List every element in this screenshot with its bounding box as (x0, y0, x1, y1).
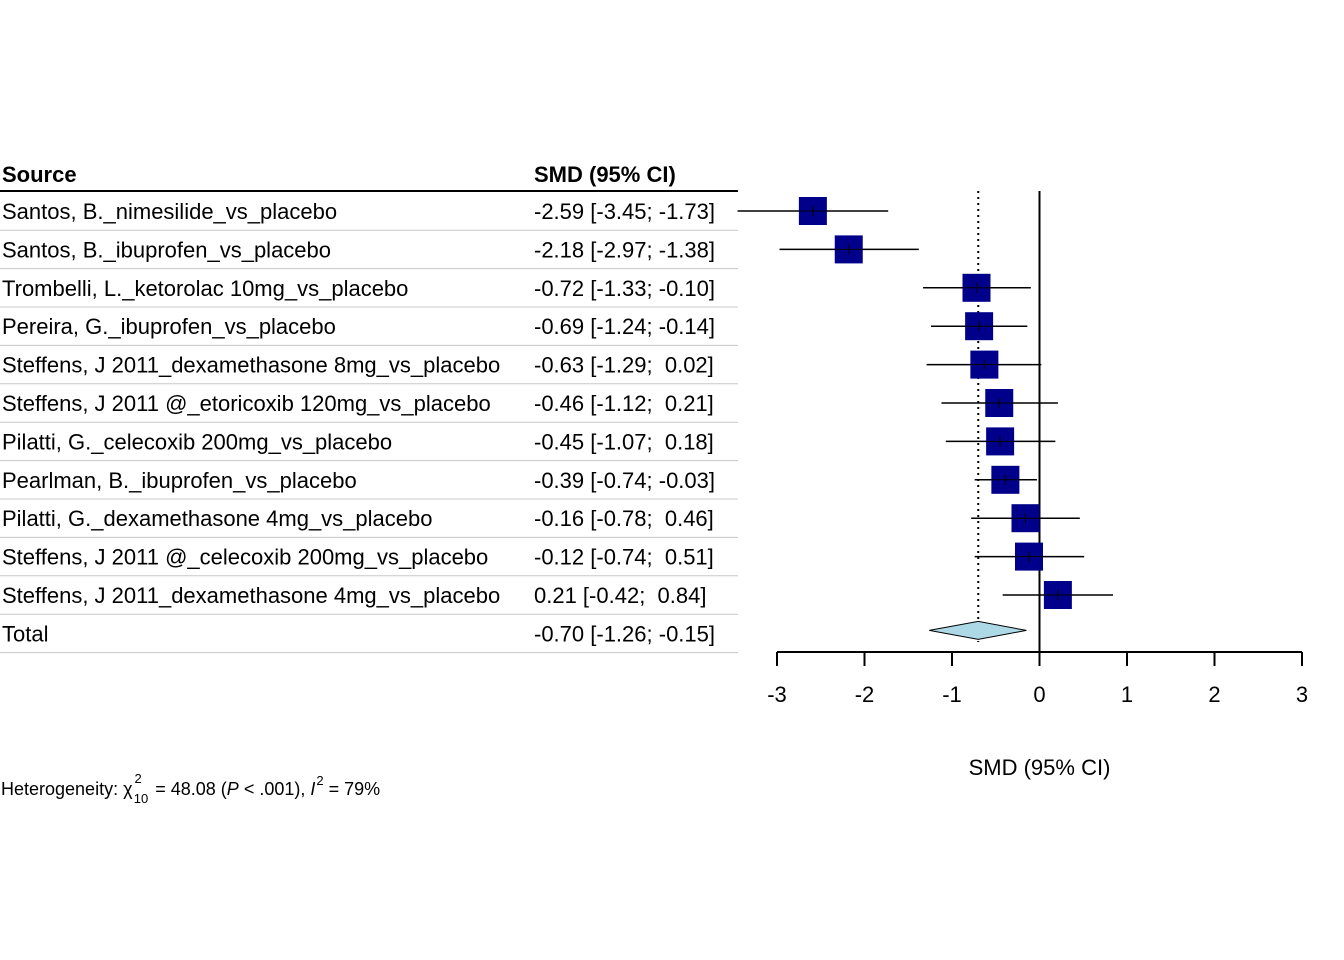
i-squared-value: = 79% (324, 779, 381, 799)
chi-symbol: χ (123, 779, 133, 799)
heterogeneity-text: Heterogeneity: χ2 10 = 48.08 (P < .001), … (1, 771, 380, 806)
i-label: I (310, 779, 315, 799)
study-source-label: Santos, B._nimesilide_vs_placebo (2, 199, 337, 224)
study-source-label: Pilatti, G._celecoxib 200mg_vs_placebo (2, 429, 392, 454)
study-source-label: Pearlman, B._ibuprofen_vs_placebo (2, 468, 357, 493)
estimate-column-header: SMD (95% CI) (534, 162, 676, 187)
chi-subscript: 10 (134, 791, 148, 806)
study-source-label: Pilatti, G._dexamethasone 4mg_vs_placebo (2, 506, 432, 531)
p-label: P (227, 779, 239, 799)
study-estimate-label: -2.18 [-2.97; -1.38] (534, 237, 715, 262)
x-tick-label: 2 (1208, 682, 1220, 707)
pooled-diamond (929, 620, 1027, 640)
x-tick-label: -1 (942, 682, 962, 707)
study-source-label: Pereira, G._ibuprofen_vs_placebo (2, 314, 336, 339)
source-column-header: Source (2, 162, 77, 187)
study-estimate-label: -0.46 [-1.12; 0.21] (534, 391, 714, 416)
study-source-label: Steffens, J 2011 @_etoricoxib 120mg_vs_p… (2, 391, 491, 416)
study-source-label: Steffens, J 2011_dexamethasone 4mg_vs_pl… (2, 583, 500, 608)
study-estimate-label: -0.39 [-0.74; -0.03] (534, 468, 715, 493)
study-table: Source SMD (95% CI) (0, 162, 738, 192)
heterogeneity-footnote: Heterogeneity: χ2 10 = 48.08 (P < .001), … (1, 771, 380, 806)
plot-area: -3 -2 -1 0 1 2 3 SMD (95% CI) (737, 191, 1308, 780)
total-estimate-label: -0.70 [-1.26; -0.15] (534, 621, 715, 646)
total-source-label: Total (2, 621, 48, 646)
study-source-label: Santos, B._ibuprofen_vs_placebo (2, 237, 331, 262)
study-estimate-label: 0.21 [-0.42; 0.84] (534, 583, 706, 608)
study-estimate-label: -0.16 [-0.78; 0.46] (534, 506, 714, 531)
study-estimate-label: -0.72 [-1.33; -0.10] (534, 276, 715, 301)
heterogeneity-prefix: Heterogeneity: (1, 779, 123, 799)
study-source-label: Trombelli, L._ketorolac 10mg_vs_placebo (2, 276, 408, 301)
chi-superscript: 2 (135, 771, 142, 786)
x-tick-label: 0 (1033, 682, 1045, 707)
study-estimate-label: -2.59 [-3.45; -1.73] (534, 199, 715, 224)
study-source-label: Steffens, J 2011_dexamethasone 8mg_vs_pl… (2, 353, 500, 378)
x-axis-label: SMD (95% CI) (969, 755, 1111, 780)
study-estimate-label: -0.45 [-1.07; 0.18] (534, 429, 714, 454)
i-superscript: 2 (316, 773, 323, 788)
x-tick-label: -2 (855, 682, 875, 707)
p-value: < .001), (239, 779, 311, 799)
study-estimate-label: -0.12 [-0.74; 0.51] (534, 545, 714, 570)
chi-statistic: = 48.08 ( (150, 779, 227, 799)
study-rows: Santos, B._nimesilide_vs_placebo -2.59 [-… (0, 199, 738, 654)
study-source-label: Steffens, J 2011 @_celecoxib 200mg_vs_pl… (2, 545, 488, 570)
x-tick-label: 3 (1296, 682, 1308, 707)
x-tick-label: 1 (1121, 682, 1133, 707)
study-estimate-label: -0.63 [-1.29; 0.02] (534, 353, 714, 378)
x-tick-label: -3 (767, 682, 787, 707)
study-estimate-label: -0.69 [-1.24; -0.14] (534, 314, 715, 339)
